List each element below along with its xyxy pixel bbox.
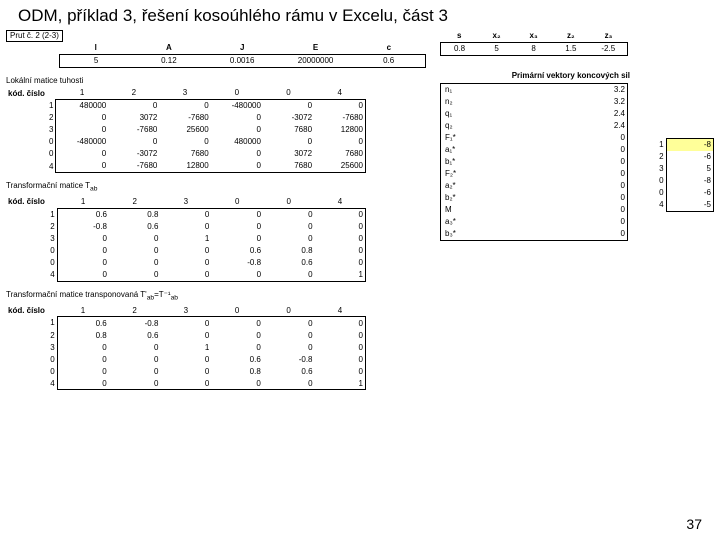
page-number: 37 [686, 516, 702, 532]
stiffness-title: Lokální matice tuhosti [6, 74, 436, 88]
trans-title: Transformační matice Tab [6, 179, 436, 196]
right-column: 1-82-6350-80-64-5 [634, 138, 716, 212]
transT-title: Transformační matice transponovaná T'ab=… [6, 288, 436, 305]
index-vector-table: 1-82-6350-80-64-5 [634, 138, 714, 212]
primary-vector-table: n₁3.2n₂3.2q₁2.4q₂2.4F₁*0a₁*0b₁*0F₂*0a₂*0… [440, 83, 628, 241]
transform-matrix: kód. číslo12300410.60.800002-0.80.600003… [6, 196, 366, 282]
prut-label: Prut č. 2 (2-3) [6, 30, 63, 42]
param-right-table: sx₂x₃z₂z₃0.8581.5-2.5 [440, 30, 628, 56]
primary-title: Primární vektory koncových sil [440, 69, 630, 83]
transform-transposed-matrix: kód. číslo12300410.6-0.8000020.80.600003… [6, 304, 366, 390]
stiffness-matrix: kód. číslo123004148000000-48000000203072… [6, 87, 366, 173]
left-column: Prut č. 2 (2-3) lAJEc50.120.001620000000… [6, 30, 436, 390]
mid-column: sx₂x₃z₂z₃0.8581.5-2.5 Primární vektory k… [440, 30, 630, 241]
parameters-table: lAJEc50.120.0016200000000.6 [6, 42, 426, 68]
page-title: ODM, příklad 3, řešení kosoúhlého rámu v… [0, 0, 720, 30]
